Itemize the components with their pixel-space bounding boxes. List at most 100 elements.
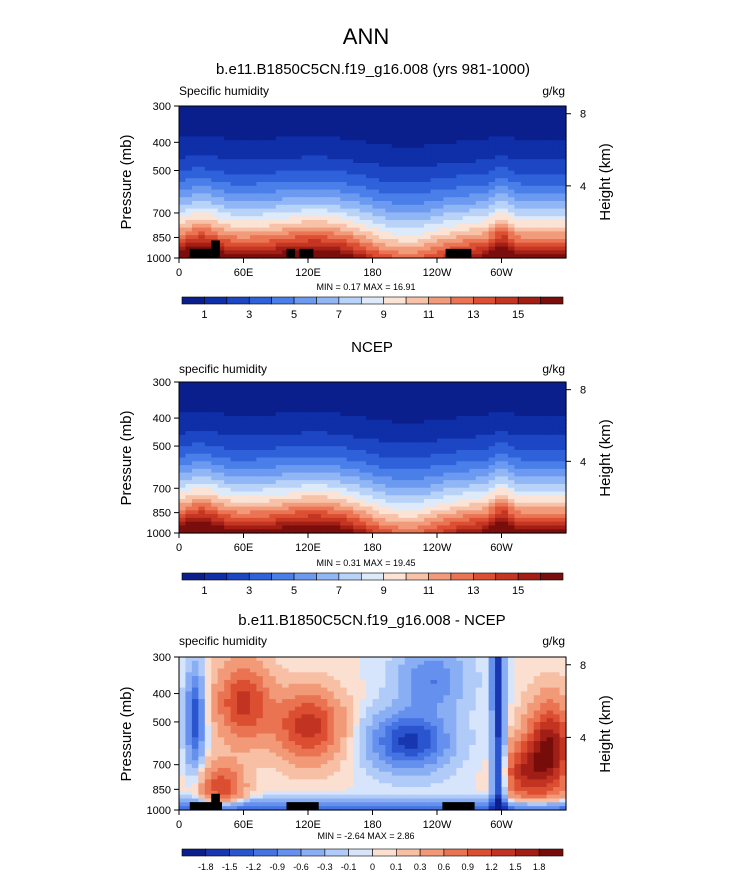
heat-cell <box>475 502 483 508</box>
heat-cell <box>488 517 496 523</box>
heat-cell <box>449 132 457 137</box>
heat-cell <box>320 480 328 485</box>
heat-cell <box>385 502 393 508</box>
heat-cell <box>404 457 412 462</box>
heat-cell <box>198 657 206 662</box>
heat-cell <box>185 132 193 137</box>
heat-cell <box>179 166 187 172</box>
heat-cell <box>482 106 490 111</box>
heat-cell <box>385 404 393 410</box>
heat-cell <box>520 465 528 470</box>
heat-cell <box>372 404 380 410</box>
heat-cell <box>340 159 348 164</box>
heat-cell <box>404 121 412 126</box>
heat-cell <box>404 525 412 530</box>
heat-cell <box>198 239 206 244</box>
heat-cell <box>527 449 535 455</box>
heat-cell <box>411 106 419 111</box>
heat-cell <box>514 476 522 481</box>
heat-cell <box>514 457 522 462</box>
heat-cell <box>217 382 225 387</box>
heat-cell <box>217 235 225 240</box>
heat-cell <box>327 189 335 194</box>
heat-cell <box>559 468 567 474</box>
heat-cell <box>295 140 303 145</box>
heat-cell <box>482 132 490 137</box>
heat-cell <box>475 510 483 515</box>
heat-cell <box>520 525 528 530</box>
heat-cell <box>540 457 548 462</box>
heat-cell <box>540 216 548 221</box>
heat-cell <box>501 483 509 489</box>
heat-cell <box>507 461 515 466</box>
heat-cell <box>204 529 212 534</box>
heat-cell <box>359 121 367 126</box>
heat-cell <box>353 117 361 122</box>
heat-cell <box>533 465 541 470</box>
heat-cell <box>462 476 470 481</box>
heat-cell <box>404 521 412 527</box>
heat-cell <box>308 246 316 251</box>
heat-cell <box>320 506 328 511</box>
heat-cell <box>559 529 567 534</box>
heat-cell <box>546 397 554 402</box>
heat-cell <box>404 506 412 511</box>
heat-cell <box>191 419 199 425</box>
heat-cell <box>456 231 464 236</box>
heat-cell <box>179 514 187 519</box>
heat-cell <box>520 239 528 244</box>
heat-cell <box>275 457 283 462</box>
heat-cell <box>540 242 548 248</box>
heat-cell <box>443 385 451 391</box>
heat-cell <box>449 235 457 240</box>
heat-cell <box>391 529 399 534</box>
heat-cell <box>398 465 406 470</box>
heat-cell <box>262 400 270 406</box>
heat-cell <box>533 434 541 440</box>
heat-cell <box>256 109 264 115</box>
heat-cell <box>353 480 361 485</box>
heat-cell <box>353 132 361 137</box>
heat-cell <box>514 140 522 145</box>
heat-cell <box>443 529 451 534</box>
heat-cell <box>217 147 225 153</box>
heat-cell <box>191 408 199 413</box>
heat-cell <box>269 246 277 251</box>
heat-cell <box>243 246 251 251</box>
heat-cell <box>559 517 567 523</box>
heat-cell <box>249 476 257 481</box>
heat-cell <box>430 483 438 489</box>
heat-cell <box>359 431 367 436</box>
heat-cell <box>224 397 232 402</box>
heat-cell <box>398 216 406 221</box>
heat-cell <box>353 449 361 455</box>
heat-cell <box>249 106 257 111</box>
heat-cell <box>507 159 515 164</box>
heat-cell <box>301 502 309 508</box>
heat-cell <box>520 415 528 421</box>
heat-cell <box>514 151 522 156</box>
heat-cell <box>475 457 483 462</box>
heat-cell <box>366 170 374 175</box>
heat-cell <box>417 480 425 485</box>
heat-cell <box>507 476 515 481</box>
heat-cell <box>179 491 187 496</box>
heat-cell <box>520 193 528 198</box>
heat-cell <box>262 216 270 221</box>
heat-cell <box>308 400 316 406</box>
heat-cell <box>327 419 335 425</box>
heat-cell <box>546 442 554 447</box>
heat-cell <box>533 242 541 248</box>
heat-cell <box>191 415 199 421</box>
heat-cell <box>398 468 406 474</box>
heat-cell <box>262 487 270 493</box>
heat-cell <box>424 487 432 493</box>
x-tick-label: 60W <box>490 542 513 554</box>
heat-cell <box>546 166 554 172</box>
heat-cell <box>540 461 548 466</box>
heat-cell <box>262 235 270 240</box>
heat-cell <box>424 434 432 440</box>
heat-cell <box>327 393 335 398</box>
heat-cell <box>204 657 212 662</box>
heat-cell <box>546 393 554 398</box>
